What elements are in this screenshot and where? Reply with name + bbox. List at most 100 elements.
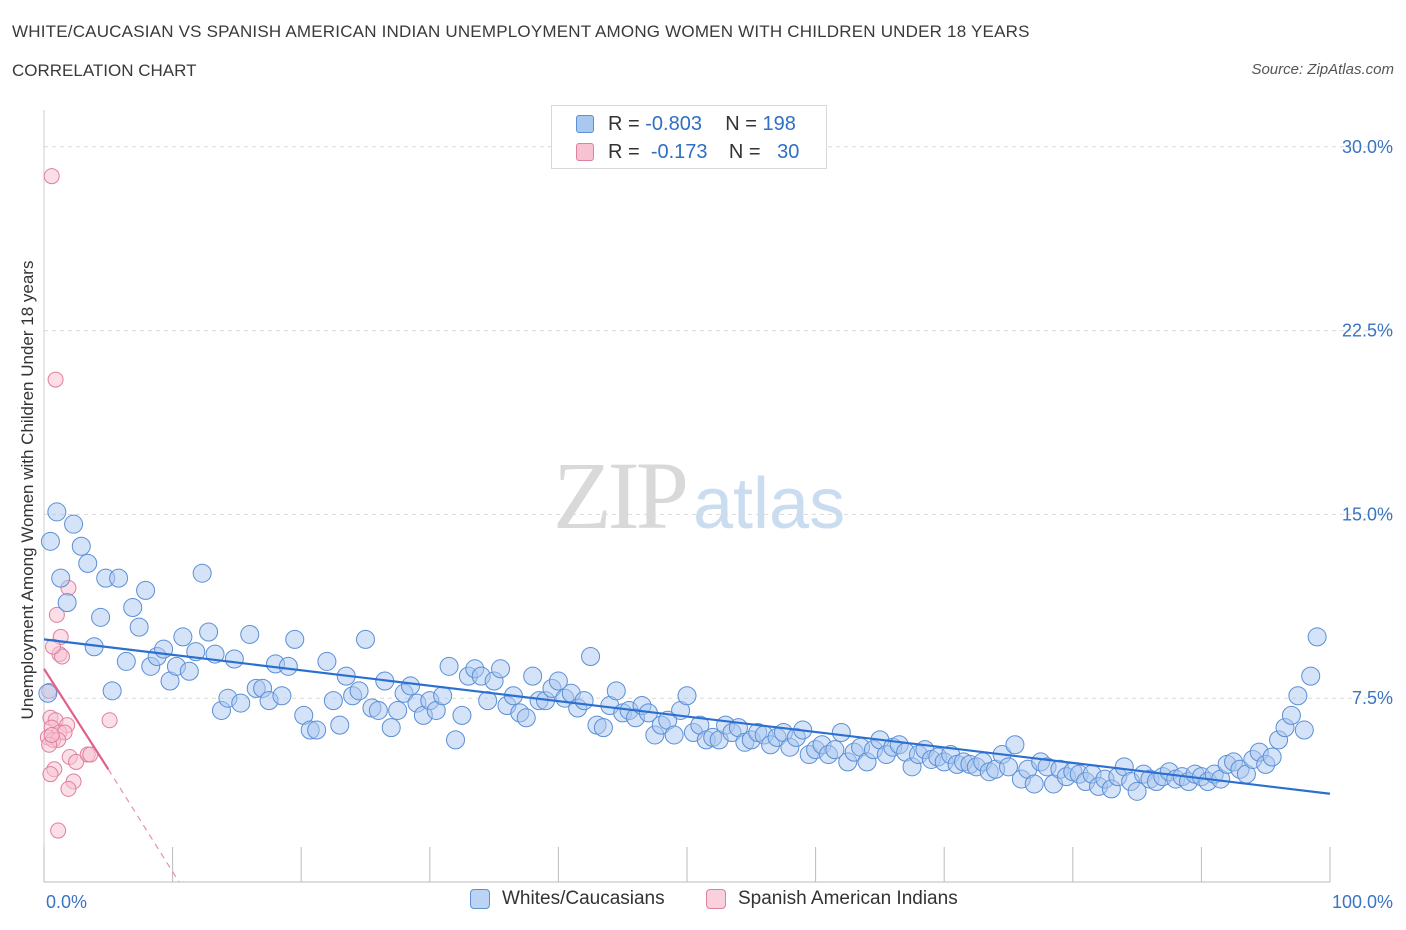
data-point-whites-caucasians [388,700,408,720]
data-point-whites-caucasians [323,691,343,711]
data-point-spanish-american-indians [60,780,77,797]
data-point-whites-caucasians [51,568,71,588]
data-point-whites-caucasians [439,656,459,676]
data-point-spanish-american-indians [50,822,67,839]
tick-labels: 7.5% 15.0% 22.5% 30.0% 0.0% 100.0% [46,137,1393,912]
data-point-spanish-american-indians [43,726,60,743]
data-point-whites-caucasians [285,629,305,649]
data-point-whites-caucasians [516,708,536,728]
data-point-whites-caucasians [1281,705,1301,725]
axes [43,110,1331,883]
data-point-whites-caucasians [116,651,136,671]
watermark-zip: ZIP [553,442,689,549]
data-point-whites-caucasians [548,671,568,691]
data-point-whites-caucasians [240,624,260,644]
data-point-whites-caucasians [192,563,212,583]
trend-lines [43,638,1331,883]
data-point-whites-caucasians [381,718,401,738]
data-point-whites-caucasians [452,705,472,725]
data-point-whites-caucasians [272,686,292,706]
data-point-whites-caucasians [317,651,337,671]
y-tick-label: 30.0% [1342,137,1393,157]
data-point-whites-caucasians [356,629,375,649]
data-point-whites-caucasians [368,700,388,720]
data-point-whites-caucasians [401,676,421,696]
data-point-spanish-american-indians [42,766,59,783]
x-tick-label: 100.0% [1332,892,1393,912]
legend-swatch-pink [576,143,594,161]
data-point-whites-caucasians [71,536,91,556]
chart-subtitle: CORRELATION CHART [12,61,197,80]
data-point-whites-caucasians [91,607,111,627]
trend-line-spanish-extension [107,768,180,883]
series-spanish-american-indians [39,168,118,839]
data-point-spanish-american-indians [45,638,62,655]
legend-swatch-blue [576,115,594,133]
data-point-whites-caucasians [523,666,543,686]
data-point-whites-caucasians [677,686,697,706]
data-point-whites-caucasians [38,683,58,703]
data-point-whites-caucasians [1288,686,1308,706]
data-point-whites-caucasians [1307,627,1327,647]
bottom-legend-swatch-blue [470,889,490,909]
chart-title: WHITE/CAUCASIAN VS SPANISH AMERICAN INDI… [12,22,1030,41]
data-point-whites-caucasians [123,598,143,618]
data-point-whites-caucasians [224,649,244,669]
legend-r-value: -0.173 [650,140,708,163]
data-point-whites-caucasians [831,723,851,743]
data-point-whites-caucasians [179,661,199,681]
data-point-whites-caucasians [1005,735,1025,755]
data-point-whites-caucasians [1127,781,1147,801]
data-point-whites-caucasians [307,720,327,740]
data-point-whites-caucasians [664,725,684,745]
data-point-whites-caucasians [1024,774,1044,794]
data-point-whites-caucasians [491,659,511,679]
data-point-whites-caucasians [199,622,219,642]
data-point-whites-caucasians [999,757,1018,777]
data-point-whites-caucasians [57,593,77,613]
data-point-spanish-american-indians [47,371,64,388]
watermark: ZIP atlas [553,440,845,551]
bottom-legend-swatch-pink [706,889,726,909]
legend-row-whites: R = -0.803 N = 198 [576,111,796,137]
data-point-spanish-american-indians [101,712,118,729]
stats-legend: R = -0.803 N = 198 R = -0.173 N = 30 [551,105,827,169]
data-point-whites-caucasians [1294,720,1314,740]
data-point-whites-caucasians [593,718,613,738]
data-point-whites-caucasians [136,580,156,600]
legend-n-label: N = [728,140,761,163]
data-point-whites-caucasians [581,647,601,667]
data-point-whites-caucasians [47,502,67,522]
data-point-whites-caucasians [330,715,350,735]
data-point-whites-caucasians [102,681,122,701]
series-whites-caucasians [38,502,1327,801]
bottom-legend-spanish: Spanish American Indians [706,888,958,910]
watermark-atlas: atlas [693,464,846,544]
data-point-whites-caucasians [78,553,98,573]
data-point-whites-caucasians [231,693,251,713]
data-point-spanish-american-indians [54,648,71,665]
data-point-whites-caucasians [278,656,298,676]
data-point-whites-caucasians [574,691,594,711]
trend-line-spanish [43,668,110,770]
data-point-whites-caucasians [109,568,129,588]
data-point-whites-caucasians [64,514,84,534]
y-tick-label: 22.5% [1342,321,1393,341]
legend-r-label: R = [608,140,640,163]
data-point-whites-caucasians [446,730,466,750]
legend-n-value: 198 [762,112,796,135]
data-point-whites-caucasians [1301,666,1321,686]
data-point-whites-caucasians [1262,747,1282,767]
x-tick-label: 0.0% [46,892,87,912]
data-point-whites-caucasians [433,686,453,706]
data-point-whites-caucasians [606,681,626,701]
legend-r-label: R = [608,112,640,135]
data-point-whites-caucasians [349,681,369,701]
data-point-spanish-american-indians [68,753,85,770]
data-point-spanish-american-indians [43,168,60,185]
data-point-whites-caucasians [40,531,60,551]
bottom-legend-label-spanish: Spanish American Indians [738,888,958,909]
source-label: Source: ZipAtlas.com [1251,61,1394,78]
y-tick-label: 15.0% [1342,504,1393,524]
